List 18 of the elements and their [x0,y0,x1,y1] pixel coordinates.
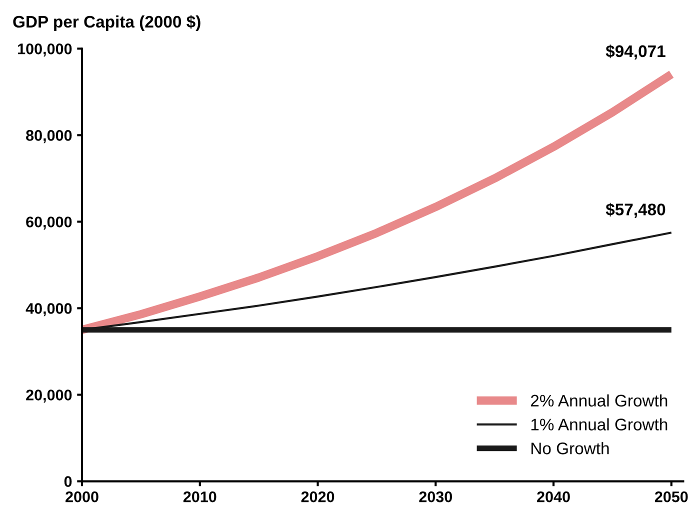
x-tick-label: 2020 [301,491,334,502]
chart-title: GDP per Capita (2000 $) [13,15,200,31]
y-tick-label: 0 [64,476,72,487]
x-tick-label: 2010 [183,491,216,502]
x-tick-label: 2000 [66,491,98,502]
x-tick-label: 2050 [654,491,688,502]
x-tick-label: 2030 [419,491,452,502]
legend-label: 2% Annual Growth [530,394,668,407]
y-tick-label: 60,000 [26,216,72,230]
annotation: $94,071 [606,44,666,60]
legend-label: 1% Annual Growth [531,418,668,430]
legend-label: No Growth [532,442,609,454]
y-tick-label: 20,000 [26,390,72,403]
annotation: $57,480 [606,202,666,218]
y-tick-label: 100,000 [18,44,72,57]
x-tick-label: 2040 [537,491,570,502]
y-tick-label: 80,000 [26,130,72,144]
y-tick-label: 40,000 [26,303,72,316]
